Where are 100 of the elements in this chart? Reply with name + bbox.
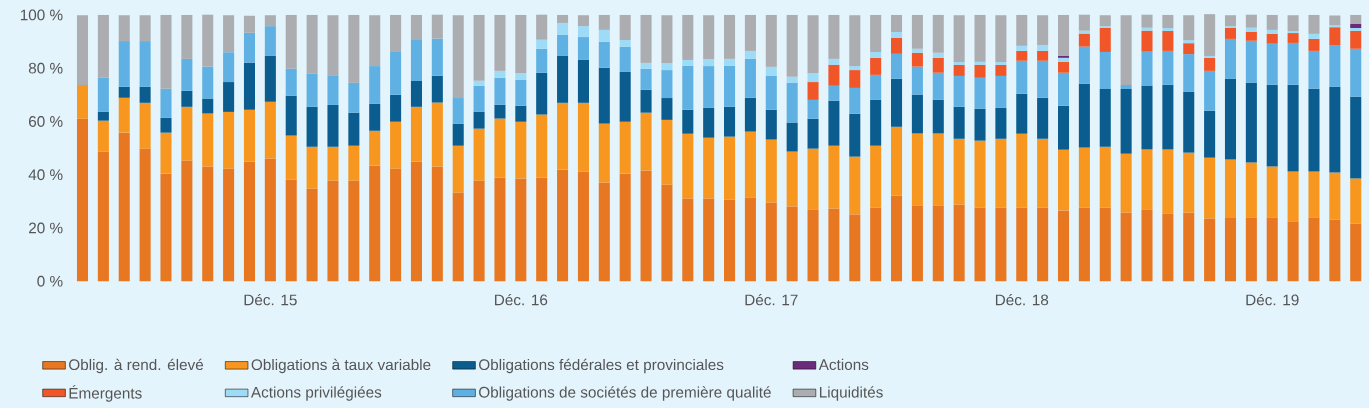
bar — [1141, 51, 1153, 86]
bar — [1162, 30, 1174, 51]
bar — [327, 15, 339, 76]
bar — [181, 15, 193, 59]
bar — [473, 128, 485, 181]
bar — [390, 15, 402, 53]
bar — [1078, 147, 1090, 208]
bar — [1224, 159, 1237, 218]
bar — [306, 15, 318, 74]
bar — [1308, 88, 1320, 172]
bar — [1350, 30, 1362, 49]
bar — [682, 60, 694, 66]
bar — [473, 180, 485, 282]
bar — [1057, 149, 1070, 211]
bar — [911, 66, 923, 95]
bar — [1308, 50, 1320, 89]
bar — [1329, 27, 1341, 46]
bar — [410, 106, 422, 162]
bar — [870, 99, 882, 146]
bar — [807, 73, 819, 83]
bar — [494, 70, 506, 78]
y-tick-label: 40 % — [28, 169, 63, 181]
bar — [744, 131, 756, 198]
bar — [410, 15, 422, 41]
bar — [724, 106, 736, 137]
bar — [1037, 138, 1049, 208]
bar — [264, 101, 276, 159]
bar — [1183, 152, 1195, 213]
bar — [786, 122, 798, 152]
bar — [828, 15, 840, 59]
bar — [1266, 166, 1278, 218]
bar — [1141, 27, 1153, 31]
bar — [598, 29, 610, 42]
bar — [264, 56, 276, 102]
bar — [1350, 24, 1362, 29]
bar — [1162, 50, 1174, 85]
bar — [724, 199, 736, 282]
bar — [1141, 149, 1153, 210]
bar — [76, 118, 89, 282]
bar — [1329, 15, 1341, 26]
bar — [1329, 45, 1341, 87]
bar — [1162, 28, 1174, 31]
bar — [390, 121, 402, 169]
bar — [243, 109, 256, 162]
bar — [1266, 29, 1278, 34]
bar — [1057, 15, 1070, 57]
bar — [1245, 14, 1257, 28]
bar — [765, 109, 777, 140]
bar — [348, 112, 360, 146]
bar — [1016, 133, 1028, 208]
bar — [1245, 82, 1257, 163]
bar — [473, 15, 485, 81]
bar — [1287, 15, 1299, 32]
bar — [911, 15, 923, 49]
bar — [515, 105, 527, 122]
bar — [974, 140, 986, 208]
bar — [1245, 162, 1257, 218]
bar — [285, 95, 297, 136]
bar — [160, 132, 172, 174]
bar — [974, 15, 986, 62]
bar — [306, 106, 318, 147]
bar — [1245, 27, 1257, 32]
bar — [995, 75, 1007, 108]
bar — [932, 15, 944, 53]
bar — [1183, 54, 1195, 92]
bar — [849, 87, 861, 114]
bar — [139, 15, 151, 42]
bar — [97, 120, 109, 152]
bar — [786, 15, 798, 77]
bar — [1308, 15, 1320, 34]
bar — [744, 15, 756, 51]
bar — [223, 168, 235, 282]
bar — [724, 15, 736, 59]
bar — [223, 82, 235, 112]
bar — [974, 77, 986, 109]
bar — [1350, 178, 1362, 224]
bar — [932, 52, 944, 58]
bar — [243, 32, 256, 63]
bar — [97, 77, 109, 112]
bar — [1350, 223, 1362, 282]
bar — [1245, 31, 1257, 41]
bar — [243, 15, 256, 33]
bar — [1287, 42, 1299, 85]
bar — [264, 158, 276, 282]
bar — [1037, 15, 1049, 46]
bar — [1350, 15, 1362, 25]
bar — [536, 177, 548, 282]
bar — [598, 67, 610, 124]
bar — [202, 166, 214, 282]
bar — [974, 108, 986, 141]
bar — [849, 66, 861, 71]
bar — [640, 62, 652, 69]
bar — [1120, 153, 1132, 213]
bar — [995, 65, 1007, 76]
bar — [577, 26, 589, 38]
bar — [515, 73, 527, 80]
legend-label: Liquidités — [819, 386, 883, 401]
bar — [1057, 61, 1070, 73]
bar — [202, 113, 214, 167]
bar — [786, 151, 798, 207]
